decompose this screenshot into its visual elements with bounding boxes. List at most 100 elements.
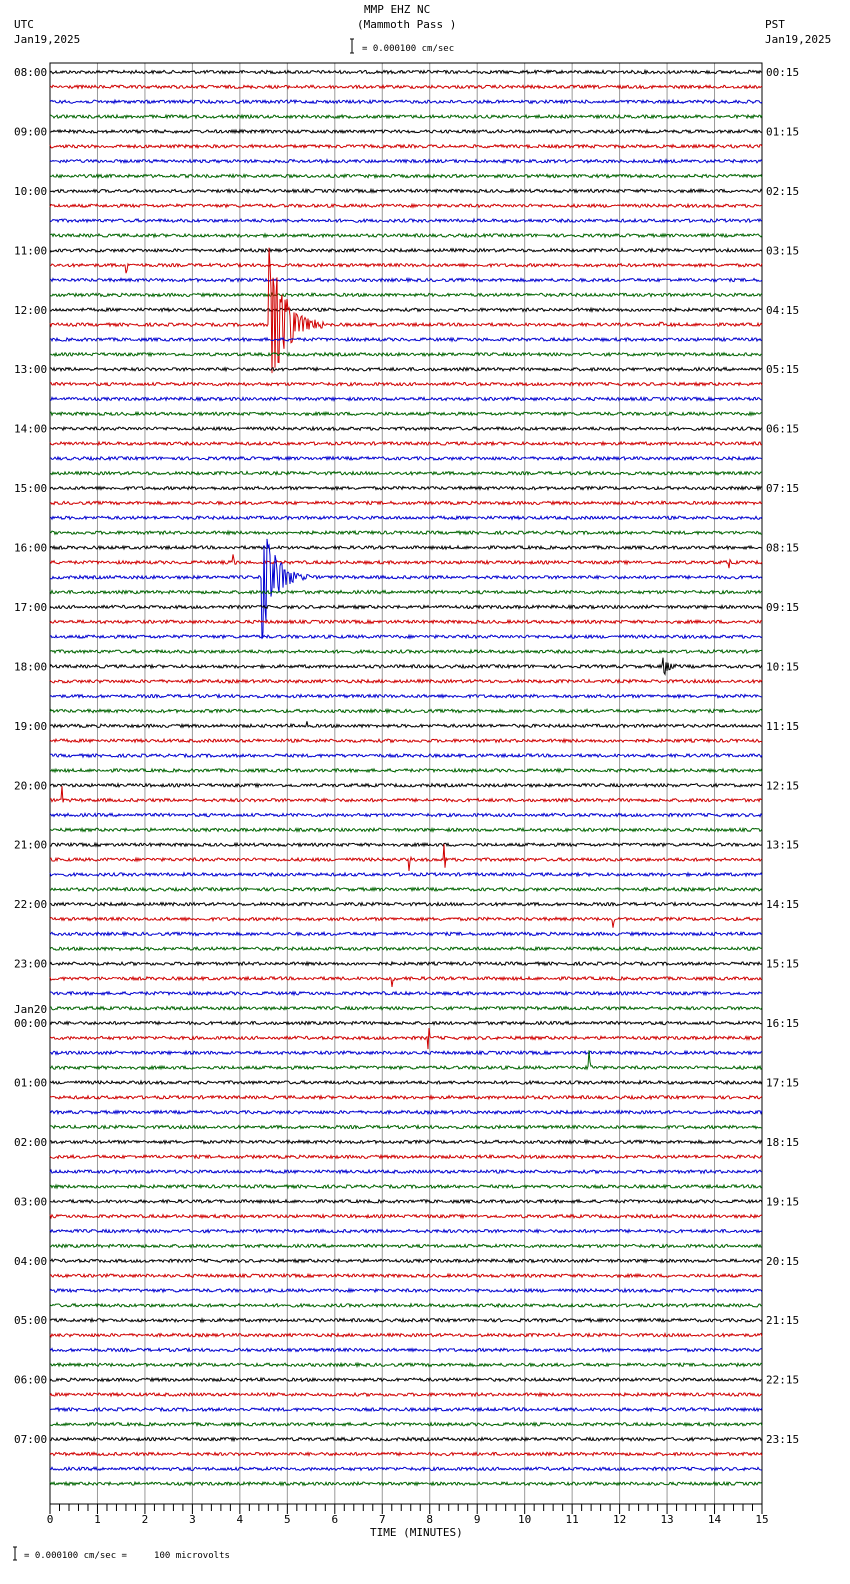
seismic-trace: [49, 455, 763, 462]
left-hour-label: 10:00: [14, 185, 47, 198]
seismic-trace: [49, 291, 763, 298]
x-tick-label: 9: [474, 1513, 481, 1526]
right-hour-label: 12:15: [766, 779, 799, 792]
left-hour-label: 06:00: [14, 1374, 47, 1387]
right-hour-label: 14:15: [766, 898, 799, 911]
seismic-trace: [49, 737, 763, 744]
seismic-trace: [49, 1257, 763, 1264]
right-hour-label: 10:15: [766, 660, 799, 673]
left-hour-label: 19:00: [14, 720, 47, 733]
seismic-trace: [49, 202, 763, 209]
right-hour-label: 03:15: [766, 244, 799, 257]
seismic-trace: [50, 1198, 763, 1205]
seismic-trace: [49, 975, 763, 987]
right-hour-label: 02:15: [766, 185, 799, 198]
seismic-trace: [49, 826, 763, 833]
seismic-trace: [49, 886, 763, 893]
seismic-trace: [49, 1451, 763, 1458]
right-timezone: PST: [765, 18, 785, 31]
x-tick-label: 10: [518, 1513, 531, 1526]
scale-bar-icon: [350, 38, 354, 54]
seismic-trace: [49, 1243, 763, 1249]
seismic-trace: [49, 143, 763, 150]
right-hour-label: 05:15: [766, 363, 799, 376]
right-hour-label: 07:15: [766, 482, 799, 495]
seismic-trace: [49, 1302, 763, 1309]
seismic-trace: [49, 841, 763, 848]
seismic-trace: [49, 1480, 763, 1487]
seismic-trace: [49, 544, 763, 551]
seismic-trace: [49, 247, 763, 374]
x-axis-label: TIME (MINUTES): [370, 1526, 463, 1539]
seismic-trace: [49, 1272, 763, 1279]
left-hour-label: 17:00: [14, 601, 47, 614]
right-hour-label: 15:15: [766, 958, 799, 971]
seismic-trace: [49, 172, 763, 180]
right-hour-label: 18:15: [766, 1136, 799, 1149]
seismic-trace: [49, 187, 763, 194]
left-hour-label: 05:00: [14, 1314, 47, 1327]
right-hour-label: 08:15: [766, 542, 799, 555]
plot-frame: [49, 62, 763, 1505]
seismic-trace: [49, 1138, 763, 1146]
left-hour-label: 00:00: [14, 1017, 47, 1030]
seismic-trace: [49, 440, 762, 447]
left-hour-label: 07:00: [14, 1433, 47, 1446]
seismic-trace: [49, 916, 763, 928]
seismic-trace: [49, 930, 763, 938]
left-hour-label: 15:00: [14, 482, 47, 495]
x-tick-label: 13: [660, 1513, 673, 1526]
seismic-trace: [49, 1109, 763, 1116]
x-tick-label: 11: [566, 1513, 579, 1526]
x-tick-label: 2: [142, 1513, 149, 1526]
seismic-trace: [49, 277, 763, 284]
seismic-trace: [49, 1049, 763, 1056]
left-hour-label: 16:00: [14, 542, 47, 555]
seismic-trace: [49, 484, 763, 492]
seismic-trace: [49, 707, 763, 715]
x-tick-label: 5: [284, 1513, 291, 1526]
left-hour-label: 02:00: [14, 1136, 47, 1149]
right-hour-label: 23:15: [766, 1433, 799, 1446]
seismic-trace: [49, 98, 763, 105]
x-tick-label: 3: [189, 1513, 196, 1526]
seismic-trace: [49, 554, 763, 569]
seismic-trace: [49, 1094, 763, 1101]
seismic-trace: [49, 990, 763, 997]
seismic-trace: [49, 1228, 763, 1235]
seismic-trace: [49, 1287, 763, 1294]
seismic-trace: [49, 499, 763, 506]
seismic-trace: [49, 1020, 763, 1026]
left-hour-label: 08:00: [14, 66, 47, 79]
x-tick-label: 6: [331, 1513, 338, 1526]
seismic-trace: [49, 589, 763, 595]
seismic-trace: [49, 306, 763, 314]
left-hour-label: 14:00: [14, 423, 47, 436]
seismic-trace: [49, 1406, 763, 1413]
x-tick-label: 0: [47, 1513, 54, 1526]
seismic-trace: [49, 1465, 763, 1472]
left-hour-label: 03:00: [14, 1195, 47, 1208]
seismic-trace: [49, 217, 763, 224]
seismic-trace: [49, 158, 763, 165]
seismic-trace: [49, 678, 763, 685]
right-hour-label: 16:15: [766, 1017, 799, 1030]
right-hour-label: 19:15: [766, 1195, 799, 1208]
seismic-trace: [49, 1331, 763, 1339]
seismic-trace: [49, 1168, 763, 1175]
left-hour-label: 01:00: [14, 1076, 47, 1089]
seismic-trace: [49, 232, 763, 239]
seismic-trace: [49, 1050, 763, 1071]
seismic-trace: [49, 1391, 763, 1398]
seismic-trace: [49, 1213, 763, 1220]
seismic-trace: [49, 633, 763, 640]
x-tick-label: 1: [94, 1513, 101, 1526]
seismic-trace: [49, 83, 763, 90]
x-tick-label: 15: [755, 1513, 768, 1526]
left-hour-label: 22:00: [14, 898, 47, 911]
right-hour-label: 17:15: [766, 1076, 799, 1089]
left-hour-label: 23:00: [14, 958, 47, 971]
right-hour-label: 22:15: [766, 1374, 799, 1387]
seismic-trace: [49, 261, 763, 274]
